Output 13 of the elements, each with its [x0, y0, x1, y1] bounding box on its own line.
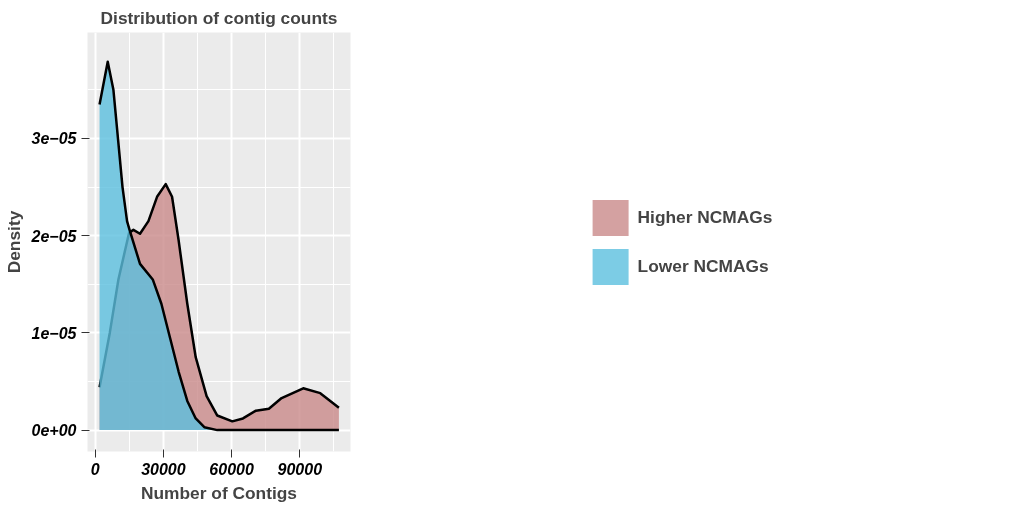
legend-label: Lower NCMAGs — [637, 255, 769, 277]
y-axis-title: Density — [3, 210, 24, 274]
x-tick-label: 0 — [90, 460, 100, 478]
y-tick-label: 1e−05 — [31, 324, 78, 342]
chart-title: Distribution of contig counts — [100, 7, 338, 28]
x-tick-label: 30000 — [141, 460, 186, 478]
legend-label: Higher NCMAGs — [637, 206, 773, 228]
y-tick-label: 0e+00 — [31, 422, 77, 440]
x-axis-title: Number of Contigs — [141, 482, 297, 503]
x-tick-label: 90000 — [277, 460, 323, 478]
y-tick-label: 3e−05 — [31, 130, 78, 148]
x-tick-label: 60000 — [209, 460, 254, 478]
y-tick-label: 2e−05 — [30, 227, 78, 245]
